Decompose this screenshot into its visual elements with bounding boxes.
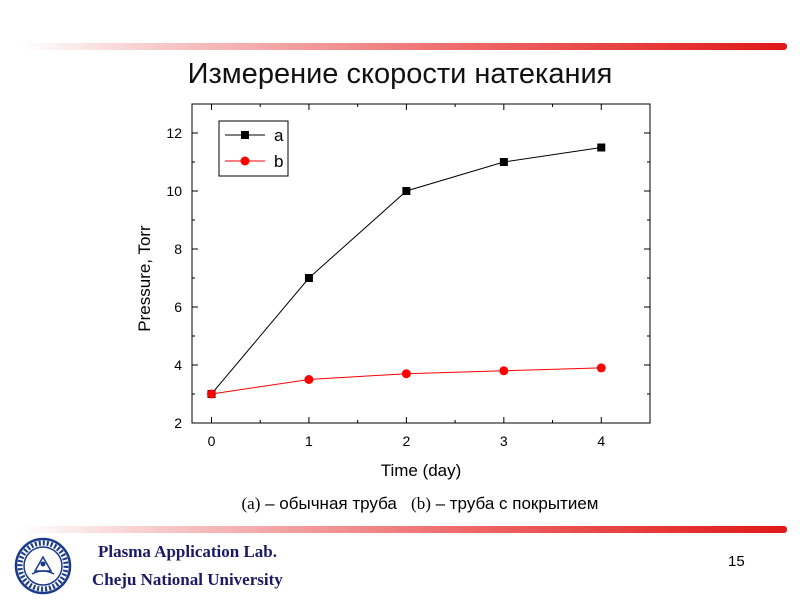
series-line-a: [211, 147, 602, 395]
data-point-b: [304, 375, 314, 384]
bottom-decorative-bar: [20, 526, 787, 533]
lab-name: Plasma Application Lab.: [98, 542, 278, 561]
chart-caption: (a) – обычная труба (b) – труба с покрыт…: [0, 494, 800, 514]
y-tick-label: 4: [174, 357, 182, 373]
legend-marker-a: [241, 131, 249, 139]
data-point-a: [597, 143, 606, 152]
x-tick-label: 0: [208, 433, 216, 449]
y-tick-label: 2: [174, 415, 182, 431]
legend-box: [218, 120, 289, 177]
caption-a-text: – обычная труба: [260, 494, 397, 513]
y-axis-label: Pressure, Torr: [135, 225, 154, 332]
university-name: Cheju National University: [92, 570, 283, 589]
data-point-a: [304, 274, 313, 282]
x-tick-label: 1: [305, 433, 313, 449]
x-tick-label: 4: [597, 433, 605, 449]
y-tick-label: 12: [166, 125, 182, 141]
caption-b-text: – труба с покрытием: [430, 494, 599, 513]
data-point-b: [499, 366, 509, 376]
top-decorative-bar: [20, 43, 787, 50]
caption-b-marker: (b): [411, 494, 431, 513]
legend-label-b: b: [274, 152, 283, 171]
y-tick-label: 6: [174, 299, 182, 315]
data-point-b: [401, 369, 411, 379]
data-point-a: [402, 187, 411, 195]
y-tick-label: 10: [166, 183, 182, 199]
page-number: 15: [728, 553, 745, 570]
data-point-b: [596, 363, 606, 373]
plot-frame: [191, 103, 651, 424]
x-tick-label: 2: [402, 433, 410, 449]
x-axis-label: Time (day): [381, 461, 462, 480]
y-tick-label: 8: [174, 241, 182, 257]
slide-title: Измерение скорости натекания: [187, 58, 613, 90]
caption-a-marker: (a): [241, 494, 261, 513]
legend-marker-b: [240, 156, 250, 166]
data-point-b: [206, 389, 216, 399]
legend-label-a: a: [274, 126, 284, 145]
x-tick-label: 3: [500, 433, 508, 449]
university-seal-icon: [14, 537, 72, 595]
data-point-a: [499, 158, 508, 166]
